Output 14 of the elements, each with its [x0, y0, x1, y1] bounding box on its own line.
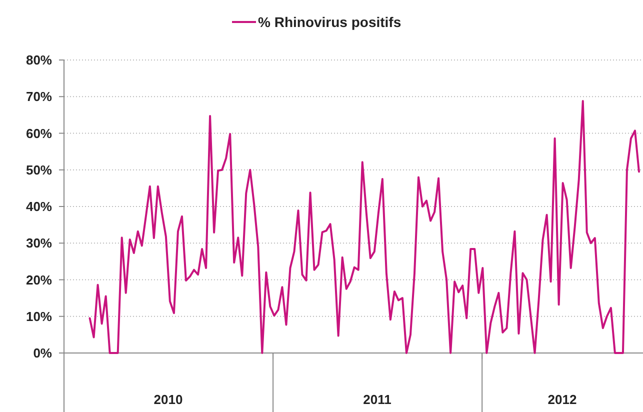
x-tick-label: 2012	[548, 392, 577, 407]
line-series	[88, 100, 640, 354]
x-tick-label: 2011	[363, 392, 392, 407]
y-tick-label: 0%	[33, 346, 52, 361]
y-tick-label: 70%	[26, 89, 52, 104]
y-tick-label: 80%	[26, 52, 52, 68]
y-tick-label: 40%	[26, 199, 52, 214]
y-tick-label: 10%	[26, 308, 52, 324]
x-tick-label: 2010	[154, 392, 183, 407]
y-tick-label: 20%	[26, 272, 52, 288]
legend-label: % Rhinovirus positifs	[258, 14, 402, 30]
y-tick-label: 30%	[26, 236, 52, 251]
y-tick-label: 60%	[26, 126, 52, 141]
y-tick-label: 50%	[26, 162, 52, 178]
